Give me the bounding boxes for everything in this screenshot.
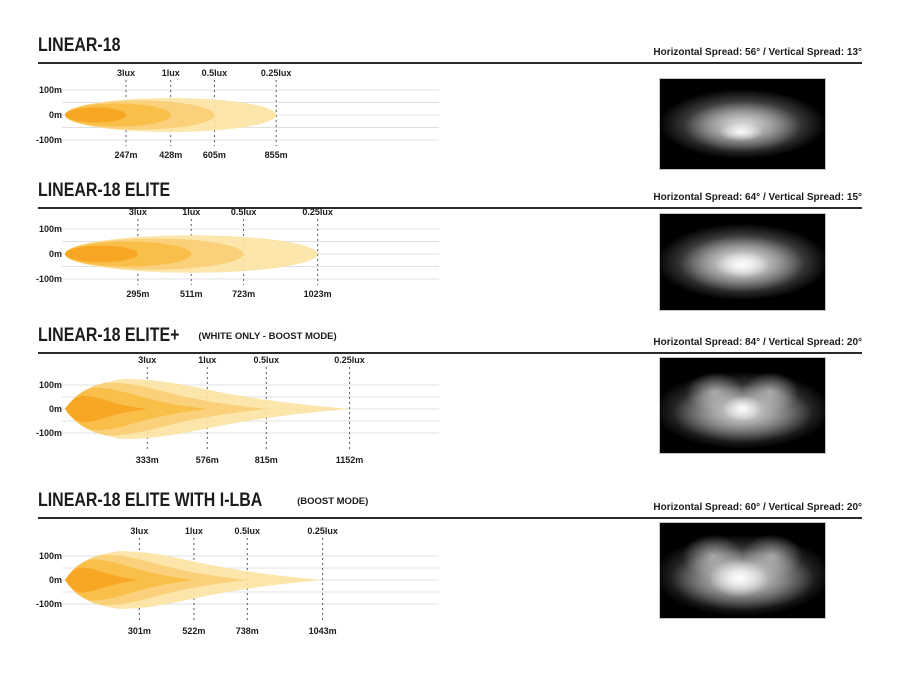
- lux-level-label: 0.5lux: [254, 355, 280, 365]
- distance-label: 576m: [196, 455, 219, 465]
- beam-pattern-photo: [659, 357, 826, 454]
- distance-label: 723m: [232, 289, 255, 299]
- section-title: LINEAR-18 ELITE: [38, 181, 187, 201]
- distance-label: 428m: [159, 150, 182, 160]
- y-axis-label: 0m: [49, 249, 62, 259]
- distance-label: 815m: [255, 455, 278, 465]
- spread-label: Horizontal Spread: 56° / Vertical Spread…: [653, 47, 862, 58]
- lux-level-label: 3lux: [130, 526, 148, 536]
- beam-distance-chart: 100m 0m -100m 3lux 247m 1lux 428m 0.5lux 605m 0.2…: [36, 68, 439, 160]
- y-axis-label: -100m: [36, 428, 62, 438]
- section-divider: [38, 517, 862, 519]
- distance-label: 605m: [203, 150, 226, 160]
- beam-contour: [65, 107, 127, 123]
- lux-level-label: 0.25lux: [307, 526, 338, 536]
- lux-level-label: 1lux: [182, 207, 200, 217]
- section-divider: [38, 352, 862, 354]
- lux-level-label: 3lux: [138, 355, 156, 365]
- spread-label: Horizontal Spread: 64° / Vertical Spread…: [653, 192, 862, 203]
- spread-label: Horizontal Spread: 60° / Vertical Spread…: [653, 502, 862, 513]
- beam-contour: [65, 245, 138, 263]
- distance-label: 1152m: [336, 455, 364, 465]
- distance-label: 301m: [128, 626, 151, 636]
- y-axis-label: 0m: [49, 404, 62, 414]
- beam-distance-chart: 100m 0m -100m 3lux 333m 1lux 576m 0.5lux 815m 0.2…: [36, 355, 439, 465]
- section-divider: [38, 207, 862, 209]
- lux-level-label: 0.5lux: [231, 207, 257, 217]
- lux-level-label: 0.25lux: [302, 207, 333, 217]
- y-axis-label: -100m: [36, 135, 62, 145]
- spread-label: Horizontal Spread: 84° / Vertical Spread…: [653, 337, 862, 348]
- lux-level-label: 1lux: [162, 68, 180, 78]
- section-title-text: LINEAR-18: [38, 35, 121, 56]
- lux-level-label: 3lux: [117, 68, 135, 78]
- distance-label: 247m: [114, 150, 137, 160]
- lux-level-label: 0.5lux: [202, 68, 228, 78]
- y-axis-label: 100m: [39, 85, 62, 95]
- y-axis-label: 100m: [39, 551, 62, 561]
- lux-level-label: 1lux: [185, 526, 203, 536]
- section-linear-18: LINEAR-18 Horizontal Spread: 56° / Verti…: [36, 36, 862, 176]
- y-axis-label: 0m: [49, 575, 62, 585]
- section-linear-18-elite: LINEAR-18 ELITE Horizontal Spread: 64° /…: [36, 181, 862, 321]
- lux-level-label: 3lux: [129, 207, 147, 217]
- beam-contour: [65, 567, 140, 593]
- section-divider: [38, 62, 862, 64]
- y-axis-label: -100m: [36, 274, 62, 284]
- y-axis-label: 100m: [39, 224, 62, 234]
- lux-level-label: 0.25lux: [261, 68, 292, 78]
- section-title: LINEAR-18 ELITE WITH I-LBA (BOOST MODE): [38, 491, 368, 512]
- section-title-text: LINEAR-18 ELITE WITH I-LBA: [38, 490, 263, 511]
- beam-distance-chart: 100m 0m -100m 3lux 295m 1lux 511m 0.5lux 723m 0.2…: [36, 207, 439, 299]
- distance-label: 295m: [126, 289, 149, 299]
- beam-pattern-photo: [659, 213, 826, 311]
- section-title: LINEAR-18 ELITE+ (WHITE ONLY - BOOST MODE…: [38, 326, 337, 347]
- y-axis-label: 100m: [39, 380, 62, 390]
- distance-label: 1043m: [309, 626, 337, 636]
- distance-label: 738m: [236, 626, 259, 636]
- section-title-text: LINEAR-18 ELITE+: [38, 325, 180, 346]
- section-title: LINEAR-18: [38, 36, 128, 56]
- beam-pattern-photo: [659, 522, 826, 619]
- section-title-subtitle: (WHITE ONLY - BOOST MODE): [198, 331, 337, 342]
- lux-level-label: 0.5lux: [235, 526, 261, 536]
- distance-label: 522m: [182, 626, 205, 636]
- beam-distance-chart: 100m 0m -100m 3lux 301m 1lux 522m 0.5lux 738m 0.2…: [36, 526, 439, 636]
- distance-label: 333m: [136, 455, 159, 465]
- distance-label: 511m: [180, 289, 203, 299]
- section-linear-18-elite-ilba: LINEAR-18 ELITE WITH I-LBA (BOOST MODE) H…: [36, 491, 862, 651]
- lux-level-label: 0.25lux: [334, 355, 365, 365]
- lux-level-label: 1lux: [198, 355, 216, 365]
- distance-label: 1023m: [304, 289, 332, 299]
- distance-label: 855m: [265, 150, 288, 160]
- section-title-text: LINEAR-18 ELITE: [38, 180, 171, 201]
- y-axis-label: 0m: [49, 110, 62, 120]
- beam-contour: [65, 395, 148, 423]
- section-linear-18-elite-plus: LINEAR-18 ELITE+ (WHITE ONLY - BOOST MODE…: [36, 326, 862, 486]
- beam-pattern-photo: [659, 78, 826, 170]
- section-title-subtitle: (BOOST MODE): [297, 496, 369, 507]
- y-axis-label: -100m: [36, 599, 62, 609]
